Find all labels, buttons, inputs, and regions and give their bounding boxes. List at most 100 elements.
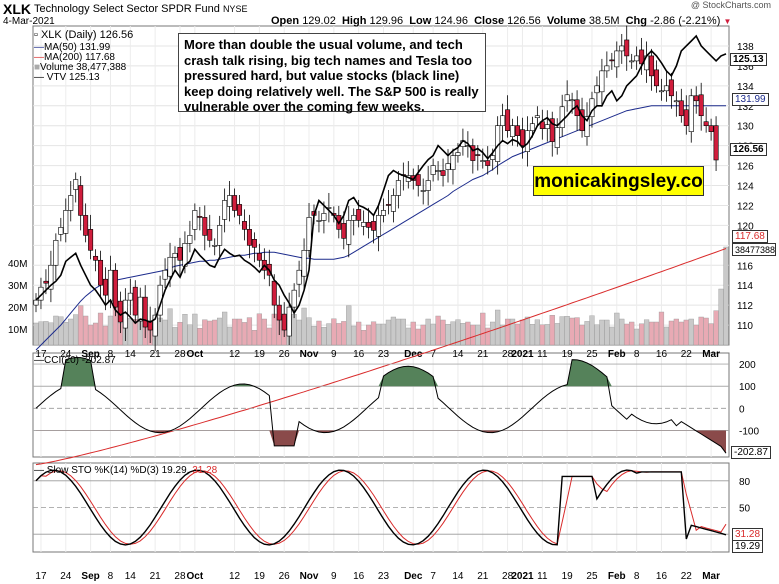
candle-body — [390, 195, 396, 212]
price-tick-label: 134 — [737, 82, 754, 93]
candle-body — [281, 313, 287, 331]
price-tick-label: 124 — [737, 182, 754, 193]
volume-bar — [663, 326, 670, 346]
candle-body — [395, 180, 401, 196]
x-axis-label-bottom: Nov — [300, 571, 319, 582]
x-axis-label-bottom: Mar — [702, 571, 720, 582]
candle-body — [544, 124, 550, 129]
candle-body — [301, 249, 307, 277]
candle-body — [688, 95, 694, 132]
candle-body — [306, 217, 312, 251]
candle-body — [227, 195, 233, 207]
volume-bar — [78, 305, 84, 346]
volume-bar — [648, 321, 655, 346]
volume-bar — [370, 321, 377, 346]
x-axis-label-bottom: 19 — [562, 571, 574, 582]
volume-bar — [63, 322, 69, 346]
x-axis-label-bottom: 8 — [634, 571, 640, 582]
volume-bar — [296, 319, 302, 346]
x-axis-label-top: 11 — [537, 349, 548, 360]
volume-bar — [539, 324, 545, 346]
candle-body — [619, 45, 625, 52]
candle-body — [147, 320, 153, 331]
x-axis-label-bottom: 22 — [681, 571, 693, 582]
volume-bar — [500, 324, 506, 346]
x-axis-label-top: 22 — [681, 349, 693, 360]
volume-bar — [246, 317, 253, 346]
volume-bar — [316, 320, 322, 346]
volume-bar — [261, 318, 267, 346]
volume-bar — [336, 323, 342, 346]
x-axis-label-top: 17 — [35, 349, 47, 360]
volume-bar — [619, 318, 625, 346]
x-axis-label-top: 25 — [586, 349, 598, 360]
x-axis-label-top: Mar — [702, 349, 720, 360]
candle-body — [559, 106, 565, 128]
volume-bar — [162, 319, 168, 346]
candle-body — [107, 269, 113, 302]
x-axis-label-top: 8 — [108, 349, 114, 360]
candle-body — [594, 85, 600, 94]
candle-body — [172, 252, 178, 258]
candle-body — [182, 243, 188, 267]
volume-bar — [321, 327, 327, 346]
candle-body — [663, 85, 669, 92]
volume-bar — [167, 308, 173, 346]
volume-bar — [549, 315, 555, 346]
candle-body — [569, 99, 575, 102]
volume-bar — [341, 321, 347, 346]
x-axis-label-bottom: 8 — [108, 571, 114, 582]
volume-bar — [251, 330, 258, 346]
cci-tick-label: -100 — [739, 426, 759, 437]
volume-bar — [405, 327, 411, 346]
sto-k-tag: 19.29 — [732, 540, 764, 553]
x-axis-label-top: 16 — [353, 349, 365, 360]
candle-body — [291, 289, 297, 308]
candle-body — [296, 269, 302, 285]
x-axis-label-top: 19 — [254, 349, 266, 360]
x-axis-label-top: 14 — [125, 349, 137, 360]
volume-bar — [634, 328, 640, 346]
candle-body — [197, 216, 203, 218]
legend-ma50: —MA(50) 131.99 — [34, 42, 111, 53]
candle-body — [256, 252, 262, 261]
volume-bar — [639, 323, 645, 346]
x-axis-label-top: Sep — [81, 349, 99, 360]
x-axis-label-bottom: 11 — [537, 571, 548, 582]
volume-bar — [524, 316, 531, 346]
candle-body — [500, 115, 506, 126]
candle-body — [83, 215, 89, 236]
watermark: @ StockCharts.com — [690, 0, 771, 10]
price-tick-label: 112 — [737, 301, 753, 312]
volume-bar — [226, 326, 233, 346]
volume-bar — [83, 315, 89, 346]
candle-body — [673, 100, 679, 103]
candle-body — [276, 304, 282, 321]
candle-body — [693, 95, 699, 102]
price-tick-label: 120 — [737, 221, 754, 232]
candle-body — [639, 49, 645, 65]
volume-bar — [356, 321, 362, 346]
candle-body — [361, 222, 367, 227]
volume-bar — [678, 321, 684, 346]
volume-bar — [291, 314, 297, 346]
volume-bar — [92, 322, 99, 346]
x-axis-label-top: Feb — [608, 349, 626, 360]
volume-bar — [415, 328, 421, 346]
volume-tick-label: 40M — [8, 259, 27, 270]
candle-body — [614, 50, 620, 68]
candle-body — [485, 160, 491, 166]
volume-bar — [266, 327, 272, 346]
x-axis-label-bottom: 23 — [378, 571, 390, 582]
candle-body — [475, 154, 481, 156]
volume-bar — [197, 328, 203, 346]
candle-body — [385, 204, 391, 206]
volume-bar — [231, 318, 238, 346]
volume-bar — [624, 323, 630, 346]
candle-body — [435, 170, 441, 172]
x-axis-label-bottom: 12 — [229, 571, 241, 582]
volume-bar — [514, 323, 521, 346]
candle-body — [698, 94, 704, 117]
volume-bar — [559, 316, 565, 346]
price-tick-label: 110 — [737, 321, 753, 332]
